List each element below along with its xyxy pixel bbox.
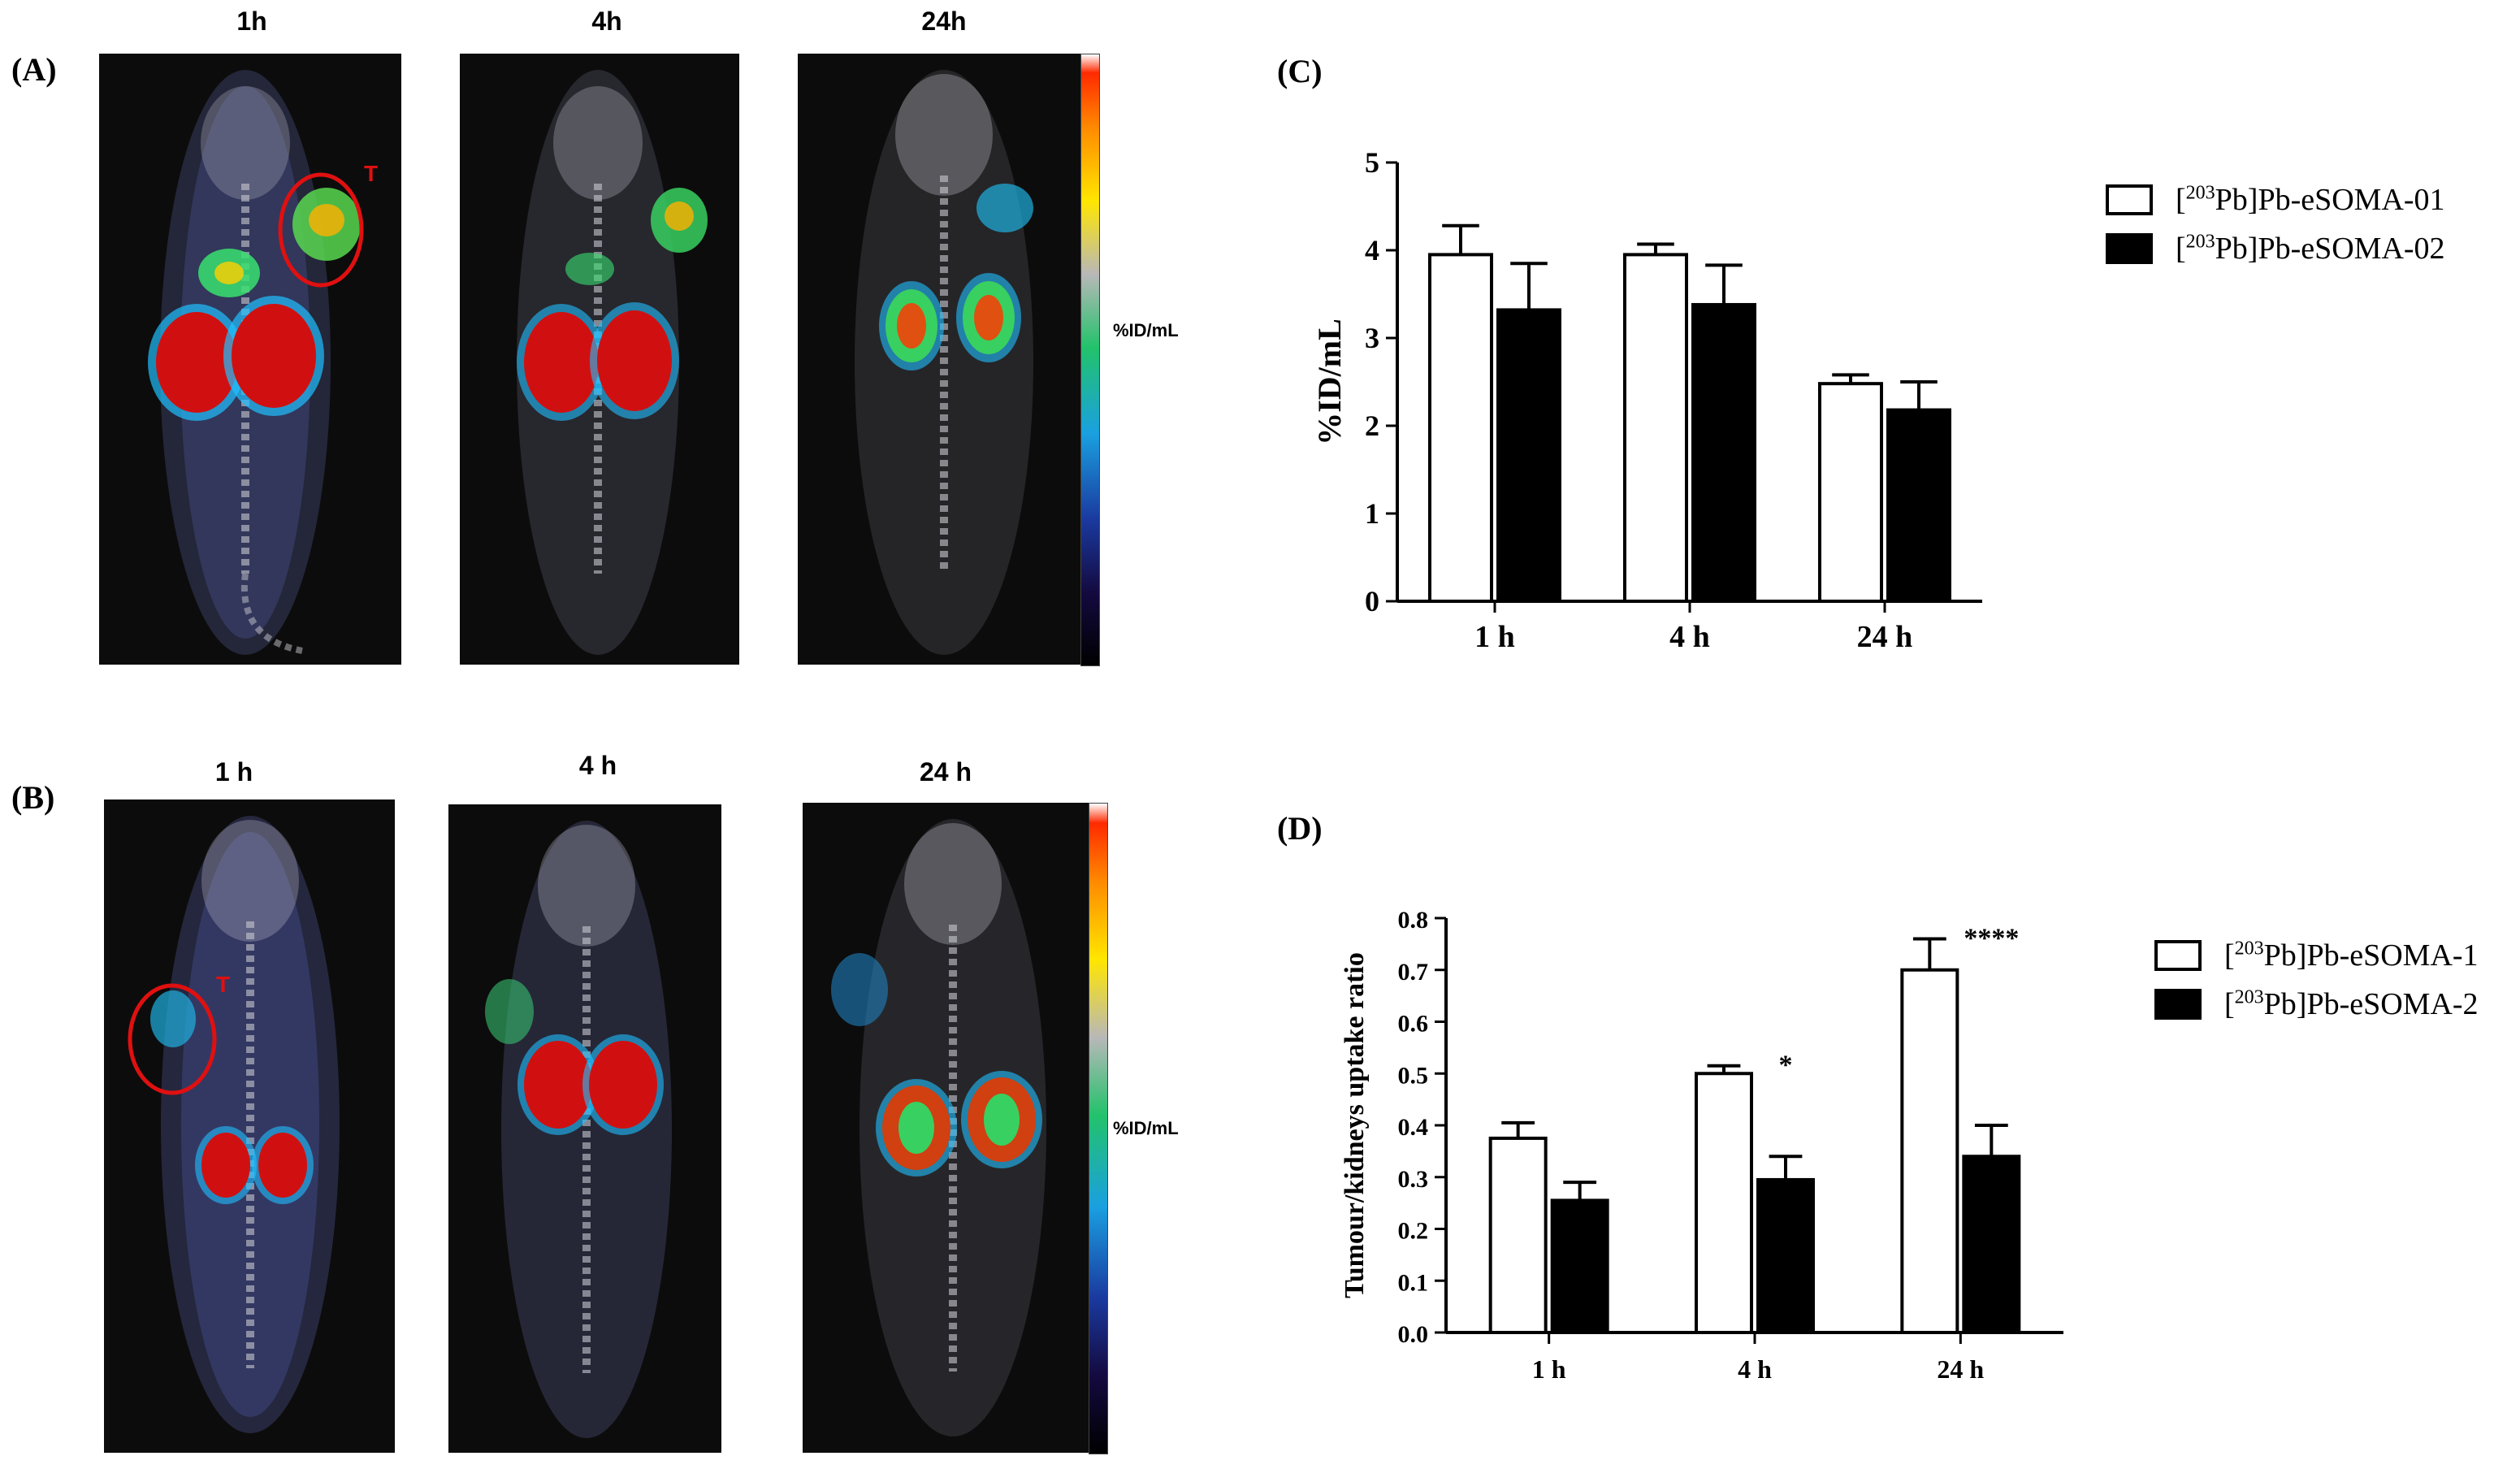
- panel-a-tumor-circle: [278, 172, 364, 288]
- chart-d-legend-swatch-2: [2154, 989, 2202, 1020]
- chart-d-bar-s1-2: [1695, 1072, 1753, 1334]
- chart-d-y-tick-label: 0.7: [1398, 959, 1429, 986]
- panel-a-time-1: 1h: [236, 6, 267, 36]
- panel-b-scan-4h: [448, 804, 721, 1453]
- chart-c-legend-label-2: [203Pb]Pb-eSOMA-02: [2176, 231, 2445, 266]
- chart-d-bar-s2-3: [1962, 1155, 2021, 1334]
- chart-c-y-tick-label: 3: [1365, 322, 1379, 354]
- chart-c-bar-s2-1: [1496, 308, 1561, 603]
- chart-c-legend-item-1: [203Pb]Pb-eSOMA-01: [2106, 176, 2445, 224]
- chart-d-y-tick-label: 0.3: [1398, 1166, 1429, 1193]
- chart-d-y-tick-label: 0.5: [1398, 1062, 1429, 1089]
- chart-c-y-tick-label: 5: [1365, 146, 1379, 179]
- panel-a-scan-1h: [99, 54, 401, 665]
- chart-c-legend-label-1: [203Pb]Pb-eSOMA-01: [2176, 182, 2445, 217]
- panel-a-unit-label: %ID/mL: [1113, 320, 1179, 340]
- chart-d-y-tick-label: 0.2: [1398, 1218, 1429, 1245]
- chart-c-x-tick-label: 24 h: [1857, 620, 1913, 654]
- chart-c-y-tick-label: 1: [1365, 497, 1379, 530]
- chart-d-legend-item-1: [203Pb]Pb-eSOMA-1: [2154, 931, 2479, 980]
- chart-c-legend-swatch-1: [2106, 184, 2153, 215]
- chart-c-bar-s1-3: [1818, 382, 1883, 603]
- chart-d-significance-label: *: [1779, 1051, 1793, 1081]
- chart-d-bar-s2-2: [1756, 1177, 1815, 1334]
- chart-c-bar-s1-1: [1428, 253, 1493, 603]
- panel-b-tumor-marker: T: [216, 972, 231, 997]
- chart-d-y-tick-label: 0.6: [1398, 1011, 1429, 1038]
- chart-d-y-tick-label: 0.4: [1398, 1114, 1429, 1141]
- panel-a-time-3: 24h: [921, 6, 967, 36]
- panel-a-colorbar: [1080, 54, 1100, 666]
- chart-d-x-tick-label: 1 h: [1532, 1354, 1566, 1381]
- chart-c-legend: [203Pb]Pb-eSOMA-01 [203Pb]Pb-eSOMA-02: [2106, 176, 2445, 273]
- chart-d-legend-item-2: [203Pb]Pb-eSOMA-2: [2154, 980, 2479, 1029]
- chart-c-y-tick-label: 4: [1365, 234, 1379, 266]
- chart-d-bar-s1-1: [1488, 1136, 1548, 1334]
- chart-c-x-tick-label: 1 h: [1474, 620, 1515, 654]
- panel-a-letter: (A): [11, 51, 57, 88]
- chart-c-y-tick-label: 2: [1365, 410, 1379, 442]
- chart-d: 0.0 0.1 0.2 0.3 0.4 0.5 0.6 0.7 0.8 Tumour/kidney…: [1340, 907, 2063, 1381]
- chart-d-y-tick-label: 0.0: [1398, 1321, 1429, 1348]
- chart-c-bar-s2-3: [1886, 408, 1951, 603]
- panel-b-tumor-circle: [128, 983, 217, 1095]
- chart-d-y-axis-label: Tumour/kidneys uptake ratio: [1340, 952, 1370, 1298]
- chart-d-y-tick-label: 0.8: [1398, 907, 1429, 934]
- chart-d-bar-s2-1: [1550, 1198, 1609, 1334]
- chart-c-x-tick-label: 4 h: [1669, 620, 1710, 654]
- chart-c-y-tick-label: 0: [1365, 585, 1379, 618]
- chart-c-legend-swatch-2: [2106, 233, 2153, 264]
- chart-c-bar-s2-2: [1691, 302, 1756, 604]
- chart-c: 0 1 2 3 4 5 %ID/mL 1 h 4 h 24 h: [1311, 146, 1982, 654]
- panel-a-scan-24h: [798, 54, 1100, 665]
- chart-d-significance-label: ****: [1964, 924, 2019, 954]
- chart-d-bar-s1-3: [1900, 968, 1959, 1334]
- chart-c-bar-s1-2: [1623, 253, 1688, 603]
- panel-b-scan-1h: [104, 800, 395, 1453]
- panel-c-letter: (C): [1277, 53, 1323, 89]
- panel-a-time-2: 4h: [591, 6, 622, 36]
- panel-b-letter: (B): [11, 779, 55, 816]
- panel-d-letter: (D): [1277, 810, 1323, 847]
- chart-d-legend-swatch-1: [2154, 940, 2202, 971]
- chart-d-x-tick-label: 4 h: [1738, 1354, 1772, 1381]
- chart-d-y-tick-label: 0.1: [1398, 1269, 1429, 1296]
- panel-b-time-1: 1 h: [214, 757, 253, 786]
- panel-a-scan-4h: [460, 54, 739, 665]
- chart-c-y-axis-label: %ID/mL: [1311, 318, 1348, 445]
- panel-b-time-3: 24 h: [919, 757, 972, 786]
- panel-b-time-2: 4 h: [578, 751, 617, 780]
- chart-d-x-tick-label: 24 h: [1937, 1354, 1984, 1381]
- chart-c-legend-item-2: [203Pb]Pb-eSOMA-02: [2106, 224, 2445, 273]
- panel-a-tumor-marker: T: [364, 161, 379, 186]
- chart-d-legend-label-2: [203Pb]Pb-eSOMA-2: [2224, 986, 2479, 1021]
- chart-d-legend-label-1: [203Pb]Pb-eSOMA-1: [2224, 938, 2479, 973]
- panel-b-scan-24h: [803, 803, 1108, 1453]
- chart-d-legend: [203Pb]Pb-eSOMA-1 [203Pb]Pb-eSOMA-2: [2154, 931, 2479, 1029]
- panel-b-colorbar: [1089, 803, 1108, 1454]
- panel-b-unit-label: %ID/mL: [1113, 1118, 1179, 1138]
